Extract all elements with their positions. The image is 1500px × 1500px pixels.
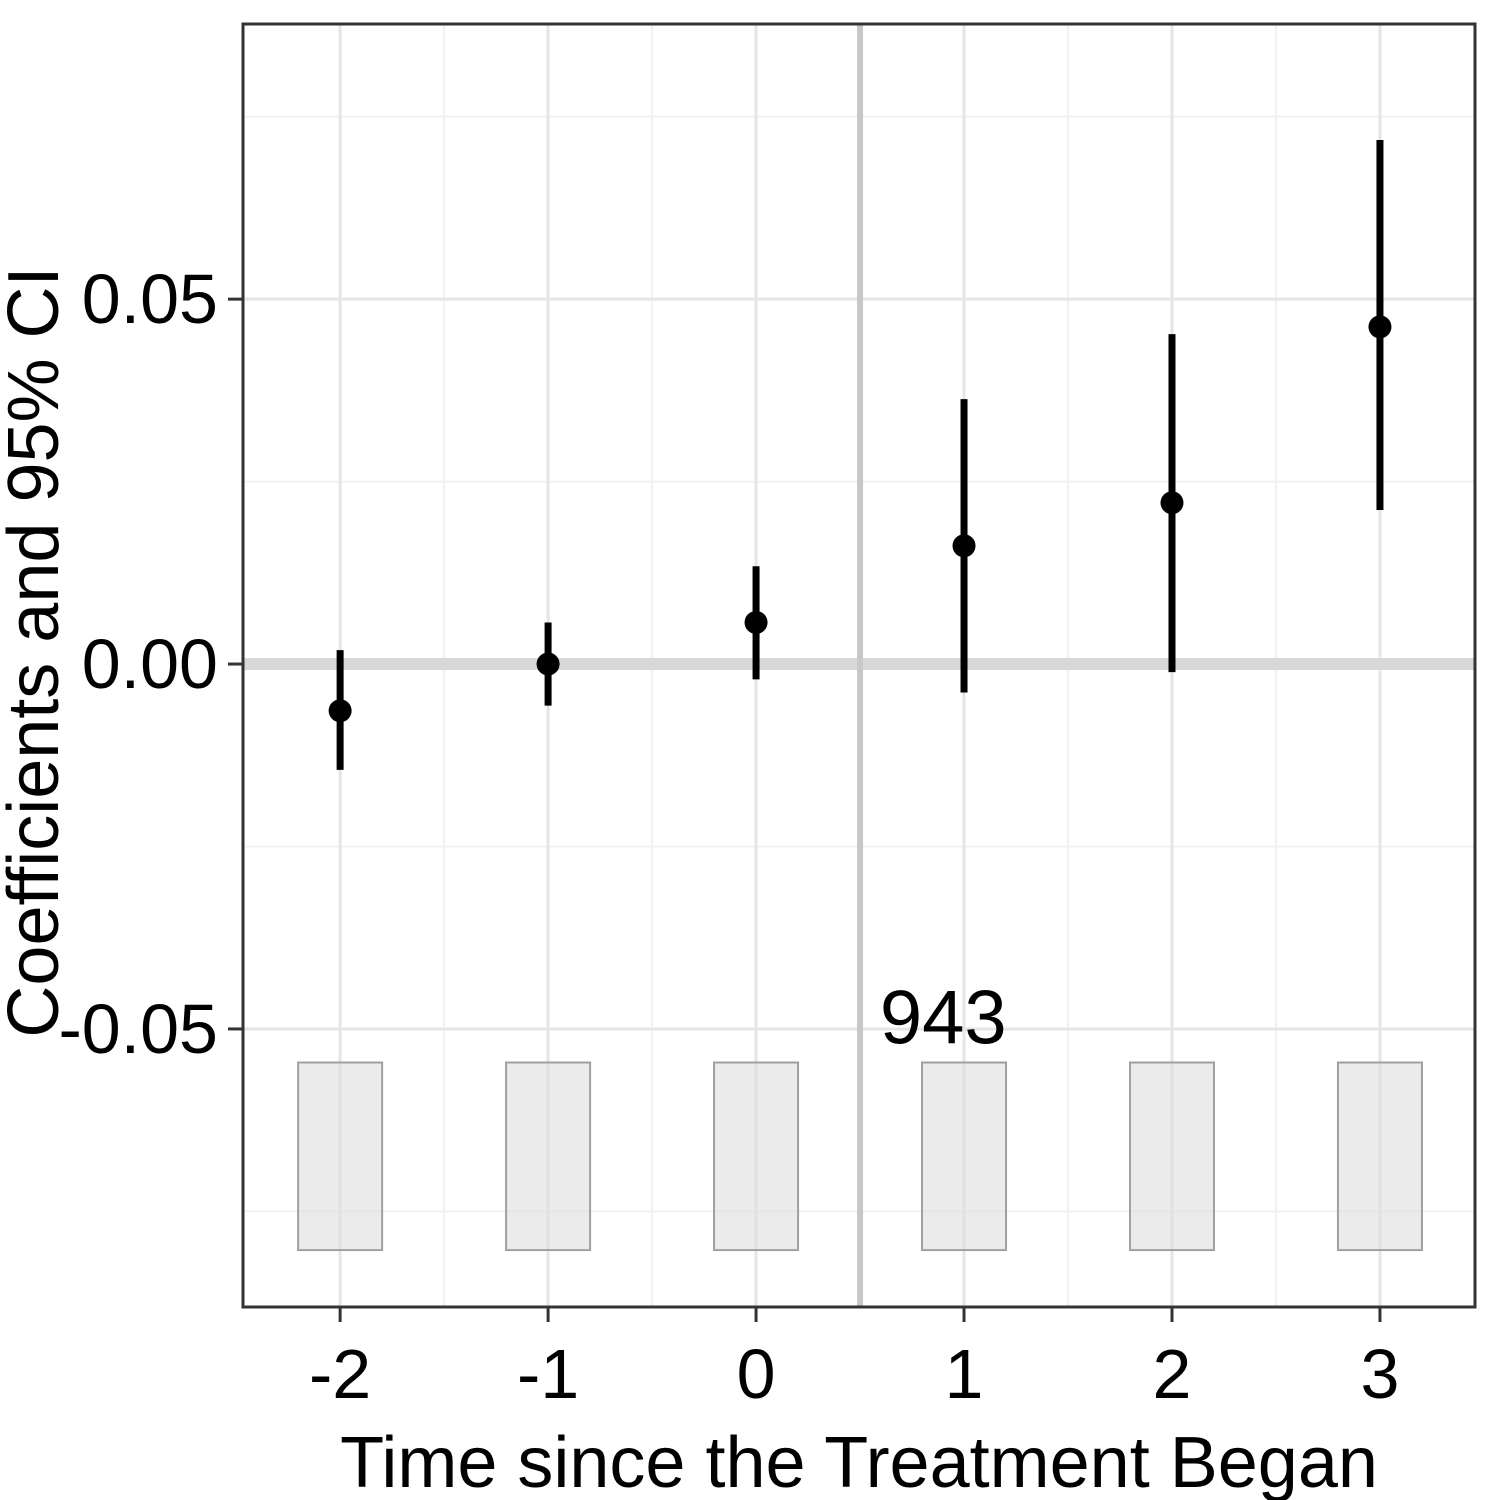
reference-lines (243, 24, 1475, 1307)
estimate-point (536, 652, 560, 676)
x-tick-label: 1 (945, 1335, 984, 1413)
x-tick-label: -1 (517, 1335, 579, 1413)
estimate-point (744, 610, 768, 634)
treated-count-annotation: 943 (880, 975, 1007, 1060)
rug-bar (1128, 1061, 1216, 1252)
rug-bar (713, 1061, 800, 1252)
x-tick-labels: -2 -1 0 1 2 3 (309, 1335, 1399, 1413)
rug-bar (921, 1061, 1008, 1252)
x-tick-label: 3 (1360, 1335, 1399, 1413)
axis-tick-marks (228, 297, 1382, 1322)
y-tick-label: -0.05 (58, 990, 218, 1068)
estimate-point (328, 699, 352, 723)
y-tick-label: 0.05 (82, 260, 218, 338)
y-tick-label: 0.00 (82, 625, 218, 703)
estimate-point (1368, 315, 1392, 339)
x-tick-label: 0 (737, 1335, 776, 1413)
x-tick-label: 2 (1153, 1335, 1192, 1413)
x-tick-label: -2 (309, 1335, 371, 1413)
rug-bar (505, 1061, 592, 1252)
estimate-point (952, 534, 976, 558)
x-axis-title: Time since the Treatment Began (340, 1423, 1378, 1500)
estimate-points (328, 315, 1392, 723)
y-tick-labels: 0.05 0.00 -0.05 (58, 260, 218, 1068)
rug-bar (1336, 1061, 1423, 1252)
rug-bars (297, 1061, 1423, 1252)
rug-bar (297, 1061, 384, 1252)
y-axis-title: Coefficients and 95% CI (0, 266, 74, 1037)
estimate-point (1160, 491, 1184, 515)
